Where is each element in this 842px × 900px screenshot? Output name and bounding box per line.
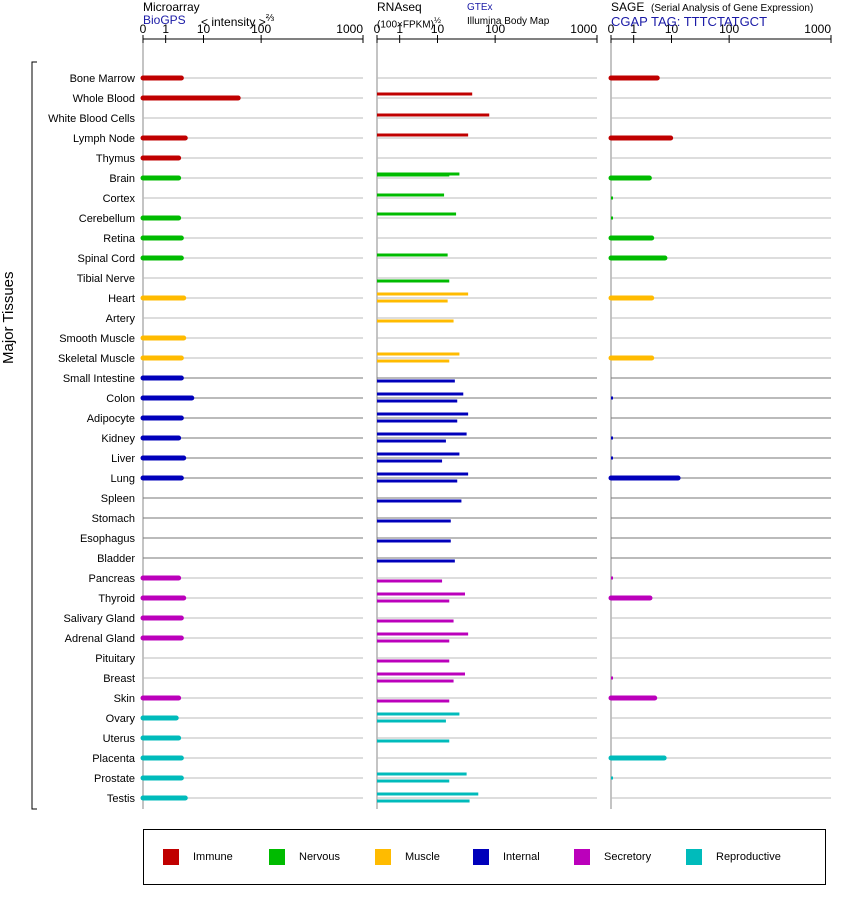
microarray-source: BioGPS xyxy=(143,13,186,27)
expression-bar xyxy=(611,776,613,780)
tissue-label: Spinal Cord xyxy=(78,253,135,265)
tissue-label: Placenta xyxy=(92,753,136,765)
tissue-label: White Blood Cells xyxy=(48,113,135,125)
tissue-label: Skin xyxy=(114,693,135,705)
legend: Immune Nervous Muscle Internal Secretory Repr… xyxy=(143,829,826,885)
x-tick-label: 0 xyxy=(140,22,147,36)
legend-item-internal: Internal xyxy=(473,849,540,865)
tissue-label: Ovary xyxy=(106,713,136,725)
microarray-scale-label: < intensity >⅔ xyxy=(201,13,275,29)
legend-item-immune: Immune xyxy=(163,849,233,865)
expression-bar xyxy=(611,456,613,460)
sage-title: SAGE (Serial Analysis of Gene Expression… xyxy=(611,0,814,14)
legend-label: Immune xyxy=(193,851,233,863)
tissue-label: Colon xyxy=(106,393,135,405)
tissue-label: Adipocyte xyxy=(87,413,135,425)
legend-label: Internal xyxy=(503,851,540,863)
tissue-label: Testis xyxy=(107,793,136,805)
tissue-label: Tibial Nerve xyxy=(77,273,135,285)
tissue-label: Adrenal Gland xyxy=(65,633,135,645)
x-tick-label: 10 xyxy=(197,22,211,36)
x-tick-label: 1000 xyxy=(336,22,363,36)
tissue-label: Esophagus xyxy=(80,533,136,545)
tissue-label: Kidney xyxy=(101,433,135,445)
tissue-label: Artery xyxy=(106,313,136,325)
legend-item-secretory: Secretory xyxy=(574,849,651,865)
x-tick-label: 1000 xyxy=(570,22,597,36)
y-axis-label: Major Tissues xyxy=(0,271,17,364)
gtex-link[interactable]: GTEx xyxy=(467,2,493,13)
tissue-label: Lung xyxy=(111,473,135,485)
tissue-label: Uterus xyxy=(103,733,136,745)
illumina-body-map-label: Illumina Body Map xyxy=(467,16,550,27)
x-tick-label: 1000 xyxy=(804,22,831,36)
tissue-label: Stomach xyxy=(92,513,135,525)
legend-item-nervous: Nervous xyxy=(269,849,340,865)
x-tick-label: 0 xyxy=(608,22,615,36)
legend-swatch xyxy=(375,849,391,865)
tissue-label: Heart xyxy=(108,293,135,305)
x-tick-label: 10 xyxy=(431,22,445,36)
legend-label: Muscle xyxy=(405,851,440,863)
tissue-label: Cortex xyxy=(103,193,136,205)
tissue-label: Skeletal Muscle xyxy=(58,353,135,365)
tissue-label: Salivary Gland xyxy=(63,613,135,625)
legend-swatch xyxy=(163,849,179,865)
x-tick-label: 1 xyxy=(630,22,637,36)
tissue-label: Pituitary xyxy=(95,653,135,665)
tissue-label: Thyroid xyxy=(98,593,135,605)
tissue-label: Cerebellum xyxy=(79,213,135,225)
x-tick-label: 0 xyxy=(374,22,381,36)
tissue-label: Spleen xyxy=(101,493,135,505)
tissue-label: Pancreas xyxy=(89,573,136,585)
microarray-title: Microarray xyxy=(143,0,200,14)
legend-swatch xyxy=(574,849,590,865)
x-tick-label: 1 xyxy=(396,22,403,36)
tissue-label: Retina xyxy=(103,233,136,245)
legend-label: Secretory xyxy=(604,851,652,863)
tissue-label: Bladder xyxy=(97,553,135,565)
tissue-bracket xyxy=(31,61,37,810)
sage-tag: CGAP TAG: TTTCTATGCT xyxy=(611,14,768,29)
expression-bar xyxy=(611,676,613,680)
tissue-label: Small Intestine xyxy=(63,373,135,385)
tissue-label: Bone Marrow xyxy=(70,73,135,85)
legend-swatch xyxy=(269,849,285,865)
legend-item-reproductive: Reproductive xyxy=(686,849,781,865)
expression-bar xyxy=(611,396,613,400)
expression-bar xyxy=(611,216,613,220)
legend-label: Reproductive xyxy=(716,851,781,863)
tissue-label: Smooth Muscle xyxy=(59,333,135,345)
x-tick-label: 100 xyxy=(251,22,271,36)
rnaseq-title: RNAseq xyxy=(377,0,422,14)
legend-swatch xyxy=(473,849,489,865)
expression-bar xyxy=(611,576,613,580)
tissue-label: Whole Blood xyxy=(73,93,135,105)
x-tick-label: 10 xyxy=(665,22,679,36)
x-tick-label: 100 xyxy=(719,22,739,36)
tissue-label: Brain xyxy=(109,173,135,185)
tissue-label: Thymus xyxy=(96,153,136,165)
legend-item-muscle: Muscle xyxy=(375,849,440,865)
expression-bar xyxy=(611,436,613,440)
tissue-label: Prostate xyxy=(94,773,135,785)
tissue-label: Liver xyxy=(111,453,135,465)
x-tick-label: 1 xyxy=(162,22,169,36)
legend-swatch xyxy=(686,849,702,865)
tissue-label: Lymph Node xyxy=(73,133,135,145)
tissue-label: Breast xyxy=(103,673,135,685)
expression-bar xyxy=(611,196,613,200)
rnaseq-unit: (100×FPKM)½ xyxy=(377,15,441,31)
x-tick-label: 100 xyxy=(485,22,505,36)
legend-label: Nervous xyxy=(299,851,340,863)
